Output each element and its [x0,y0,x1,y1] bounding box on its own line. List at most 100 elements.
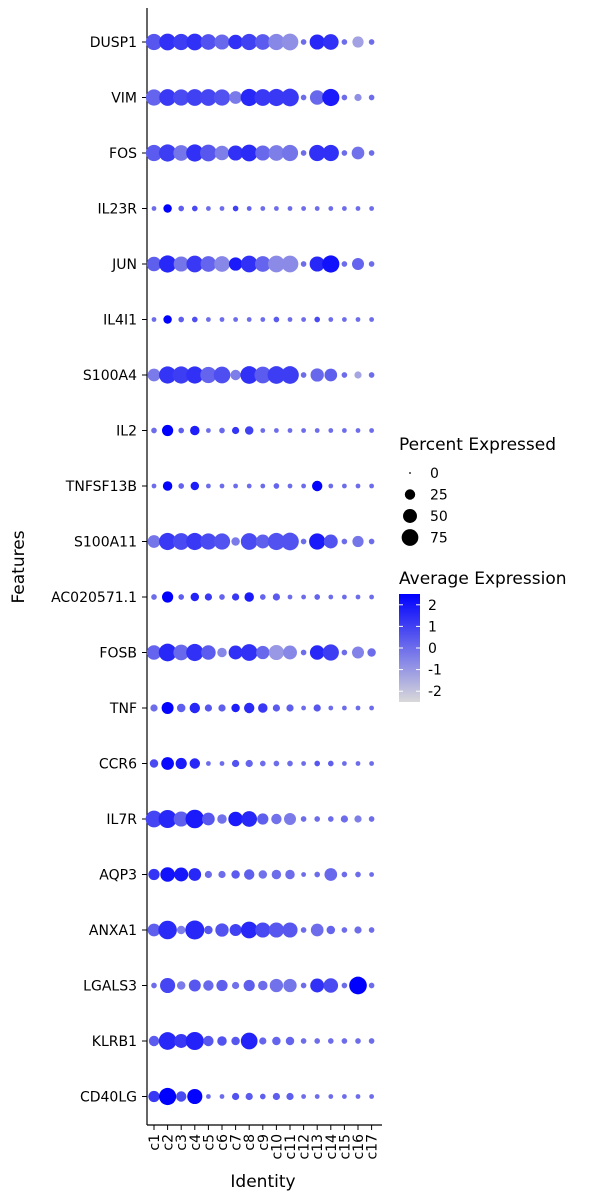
dot-ANXA1-c12 [300,927,307,933]
dot-TNFSF13B-c7 [233,483,238,489]
dot-FOSB-c9 [256,645,270,660]
dot-IL4I1-c7 [233,317,238,322]
dot-IL7R-c11 [284,813,296,825]
dot-AQP3-c10 [271,869,282,880]
cluster-label: c13 [310,1134,326,1160]
dot-AC020571.1-c8 [244,592,254,602]
dot-FOSB-c4 [186,643,204,662]
dot-AQP3-c8 [244,869,255,880]
color-legend-label: -2 [428,684,442,700]
dot-TNFSF13B-c12 [301,483,306,489]
dot-TNF-c7 [231,703,240,713]
dot-CCR6-c13 [314,760,321,767]
dot-IL4I1-c10 [273,316,280,323]
color-legend-bar [399,594,420,702]
dot-VIM-c14 [322,88,340,107]
dot-IL4I1-c13 [314,316,321,323]
size-legend: Percent Expressed 0 25 50 75 [399,435,556,547]
dot-IL2-c17 [369,428,374,433]
feature-label: VIM [111,91,137,107]
dot-LGALS3-c11 [283,978,297,993]
dot-S100A4-c12 [300,372,307,378]
dot-AC020571.1-c6 [219,594,225,600]
dot-S100A4-c8 [240,366,259,384]
y-axis-title: Features [9,530,29,603]
dot-TNFSF13B-c9 [260,483,266,489]
dot-IL4I1-c15 [342,317,347,322]
cluster-label: c17 [365,1134,381,1160]
dot-JUN-c7 [228,257,243,271]
feature-label: S100A11 [74,535,137,551]
dot-KLRB1-c13 [314,1038,321,1044]
cluster-label: c4 [188,1134,204,1151]
cluster-label: c1 [147,1134,163,1151]
dot-KLRB1-c5 [203,1035,214,1047]
dot-S100A11-c1 [147,535,161,548]
dot-DUSP1-c8 [241,33,258,51]
cluster-label: c9 [256,1134,272,1151]
dot-FOS-c4 [186,144,204,162]
dot-ANXA1-c16 [354,926,362,934]
dot-JUN-c5 [200,256,217,272]
size-legend-label: 25 [430,488,448,504]
dot-IL7R-c3 [173,811,189,827]
dot-LGALS3-c5 [203,980,214,991]
cluster-label: c12 [297,1134,313,1160]
dot-AQP3-c5 [204,870,213,879]
dot-ANXA1-c6 [215,923,229,937]
dots [145,33,376,1106]
dot-KLRB1-c4 [185,1031,204,1051]
dot-IL7R-c6 [217,814,227,824]
dot-CD40LG-c1 [148,1090,160,1103]
dot-DUSP1-c14 [322,34,339,50]
dot-S100A4-c14 [324,368,338,382]
dot-S100A11-c5 [200,533,217,550]
dot-LGALS3-c10 [269,978,284,993]
dot-LGALS3-c7 [231,981,240,990]
dot-KLRB1-c14 [327,1038,334,1044]
dot-AC020571.1-c7 [231,593,240,601]
dot-IL4I1-c14 [328,317,334,322]
dot-TNF-c11 [286,704,294,712]
dot-FOS-c15 [341,150,348,156]
dot-VIM-c2 [159,89,176,106]
dot-FOSB-c8 [240,644,258,661]
dot-CD40LG-c14 [328,1094,334,1099]
feature-label: AQP3 [99,868,137,884]
size-legend-dot [404,489,416,500]
dot-FOSB-c5 [201,645,216,660]
dot-FOSB-c10 [268,644,284,661]
dot-AC020571.1-c16 [355,594,361,600]
dot-IL7R-c8 [241,811,258,827]
dot-TNF-c2 [161,702,174,714]
dot-DUSP1-c7 [228,34,243,50]
dot-S100A4-c13 [310,368,324,382]
dot-ANXA1-c14 [326,925,336,935]
dot-JUN-c8 [240,255,258,273]
dot-AQP3-c15 [341,871,348,878]
dot-AC020571.1-c17 [369,594,374,600]
dot-IL2-c5 [206,428,211,433]
dot-ANXA1-c1 [147,923,161,937]
dot-CCR6-c10 [273,760,280,767]
dot-S100A4-c15 [341,372,348,378]
dot-ANXA1-c17 [368,927,375,933]
dot-IL4I1-c2 [163,315,172,324]
dot-LGALS3-c13 [310,978,325,993]
dot-FOS-c12 [300,150,307,156]
dot-VIM-c8 [240,88,258,107]
dot-JUN-c3 [173,256,189,272]
dot-CD40LG-c2 [159,1087,177,1106]
dot-DUSP1-c17 [368,39,375,45]
dot-TNF-c8 [244,702,255,714]
dot-CD40LG-c3 [176,1091,187,1102]
dot-FOS-c5 [200,144,217,162]
dot-VIM-c1 [145,89,163,106]
dot-KLRB1-c3 [174,1034,189,1048]
dot-TNFSF13B-c2 [162,481,173,491]
dot-DUSP1-c11 [281,33,299,51]
dot-IL2-c12 [301,428,306,433]
dot-LGALS3-c16 [349,976,367,995]
dot-AC020571.1-c14 [328,594,334,600]
dot-IL4I1-c8 [246,317,252,322]
